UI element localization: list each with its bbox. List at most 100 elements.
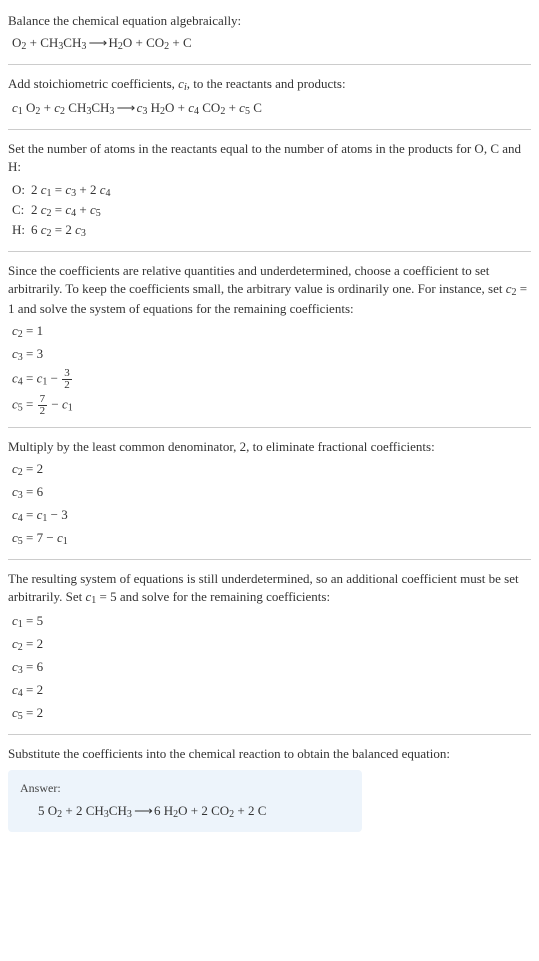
eq-part: + <box>26 35 40 50</box>
eq-line: c5 = 7 − c1 <box>12 529 531 549</box>
t: = 6 <box>23 484 43 499</box>
t: + 2 CH <box>62 803 104 818</box>
divider <box>8 129 531 130</box>
divider <box>8 64 531 65</box>
t: − 3 <box>47 507 67 522</box>
eq-line: c2 = 2 <box>12 635 531 655</box>
eq-line: c5 = 2 <box>12 704 531 724</box>
answer-label: Answer: <box>20 780 350 797</box>
eq-arrow: ⟶ <box>86 35 108 50</box>
sub: 3 <box>142 106 147 117</box>
t: CH <box>109 803 127 818</box>
t: − <box>48 396 62 411</box>
sub: 1 <box>18 106 23 117</box>
t: = 7 − <box>23 530 57 545</box>
cell-label: C: <box>12 201 31 221</box>
eq-part: + C <box>169 35 192 50</box>
final-text: Substitute the coefficients into the che… <box>8 745 531 763</box>
t: = <box>23 507 37 522</box>
t: = <box>52 202 66 217</box>
t: = 2 <box>23 461 43 476</box>
eq-part: CH <box>40 35 58 50</box>
den: 2 <box>62 380 72 391</box>
mult-text: Multiply by the least common denominator… <box>8 438 531 456</box>
eq-part: O <box>26 100 35 115</box>
t: 2 <box>31 182 41 197</box>
divider <box>8 734 531 735</box>
answer-equation: 5 O2 + 2 CH3CH3 ⟶ 6 H2O + 2 CO2 + 2 C <box>38 802 350 822</box>
eq-line: c1 = 5 <box>12 612 531 632</box>
table-row: C: 2 c2 = c4 + c5 <box>12 201 117 221</box>
t: = 2 <box>23 636 43 651</box>
eq-arrow: ⟶ <box>114 100 136 115</box>
cell-eq: 6 c2 = 2 c3 <box>31 221 117 241</box>
cell-eq: 2 c1 = c3 + 2 c4 <box>31 181 117 201</box>
t: = 2 <box>23 705 43 720</box>
underdet1-text: Since the coefficients are relative quan… <box>8 262 531 318</box>
eq-part: O <box>12 35 21 50</box>
t: 6 H <box>154 803 173 818</box>
text: , to the reactants and products: <box>187 76 346 91</box>
sub: 5 <box>245 106 250 117</box>
eq-sub: 2 <box>35 106 40 117</box>
underdet2-text: The resulting system of equations is sti… <box>8 570 531 608</box>
text: Since the coefficients are relative quan… <box>8 263 506 296</box>
text: Add stoichiometric coefficients, <box>8 76 178 91</box>
den: 2 <box>38 406 48 417</box>
eq-line: c4 = c1 − 32 <box>12 368 531 391</box>
table-row: O: 2 c1 = c3 + 2 c4 <box>12 181 117 201</box>
fraction: 72 <box>38 394 48 417</box>
eq-line: c3 = 3 <box>12 345 531 365</box>
sub: 1 <box>63 536 68 547</box>
cell-label: O: <box>12 181 31 201</box>
cell-eq: 2 c2 = c4 + c5 <box>31 201 117 221</box>
t: = 1 <box>23 323 43 338</box>
t: = 2 <box>52 222 76 237</box>
divider <box>8 427 531 428</box>
intro-equation: O2 + CH3CH3 ⟶ H2O + CO2 + C <box>12 34 531 54</box>
eq-part: O + CO <box>123 35 164 50</box>
sub: 4 <box>194 106 199 117</box>
t: = <box>52 182 66 197</box>
eq-part: CH <box>68 100 86 115</box>
t: 5 O <box>38 803 57 818</box>
eq-line: c2 = 1 <box>12 322 531 342</box>
t: 2 <box>31 202 41 217</box>
t: = <box>23 396 37 411</box>
t: = 5 <box>23 613 43 628</box>
atoms-table: O: 2 c1 = c3 + 2 c4 C: 2 c2 = c4 + c5 H:… <box>12 181 117 241</box>
stoich-text: Add stoichiometric coefficients, ci, to … <box>8 75 531 95</box>
eq-part: H <box>151 100 160 115</box>
table-row: H: 6 c2 = 2 c3 <box>12 221 117 241</box>
t: + 2 <box>76 182 100 197</box>
eq-line: c2 = 2 <box>12 460 531 480</box>
eq-line: c4 = c1 − 3 <box>12 506 531 526</box>
t: − <box>47 370 61 385</box>
eq-part: H <box>109 35 118 50</box>
t: O + 2 CO <box>178 803 229 818</box>
fraction: 32 <box>62 368 72 391</box>
eq-sub: 2 <box>160 106 165 117</box>
stoich-equation: c1 O2 + c2 CH3CH3 ⟶ c3 H2O + c4 CO2 + c5… <box>12 99 531 119</box>
t: = <box>23 370 37 385</box>
eq-line: c4 = 2 <box>12 681 531 701</box>
cell-label: H: <box>12 221 31 241</box>
t: + 2 C <box>234 803 266 818</box>
eq-part: CH <box>63 35 81 50</box>
eq-line: c3 = 6 <box>12 483 531 503</box>
divider <box>8 559 531 560</box>
eq-line: c5 = 72 − c1 <box>12 394 531 417</box>
t: = 3 <box>23 346 43 361</box>
atoms-text: Set the number of atoms in the reactants… <box>8 140 531 176</box>
sub: 2 <box>60 106 65 117</box>
sub: 3 <box>81 228 86 239</box>
t: = 2 <box>23 682 43 697</box>
eq-line: c3 = 6 <box>12 658 531 678</box>
arrow: ⟶ <box>132 803 154 818</box>
text: = 5 and solve for the remaining coeffici… <box>96 589 330 604</box>
t: 6 <box>31 222 41 237</box>
t: = 6 <box>23 659 43 674</box>
sub: 1 <box>68 402 73 413</box>
intro-text: Balance the chemical equation algebraica… <box>8 12 531 30</box>
t: + <box>76 202 90 217</box>
